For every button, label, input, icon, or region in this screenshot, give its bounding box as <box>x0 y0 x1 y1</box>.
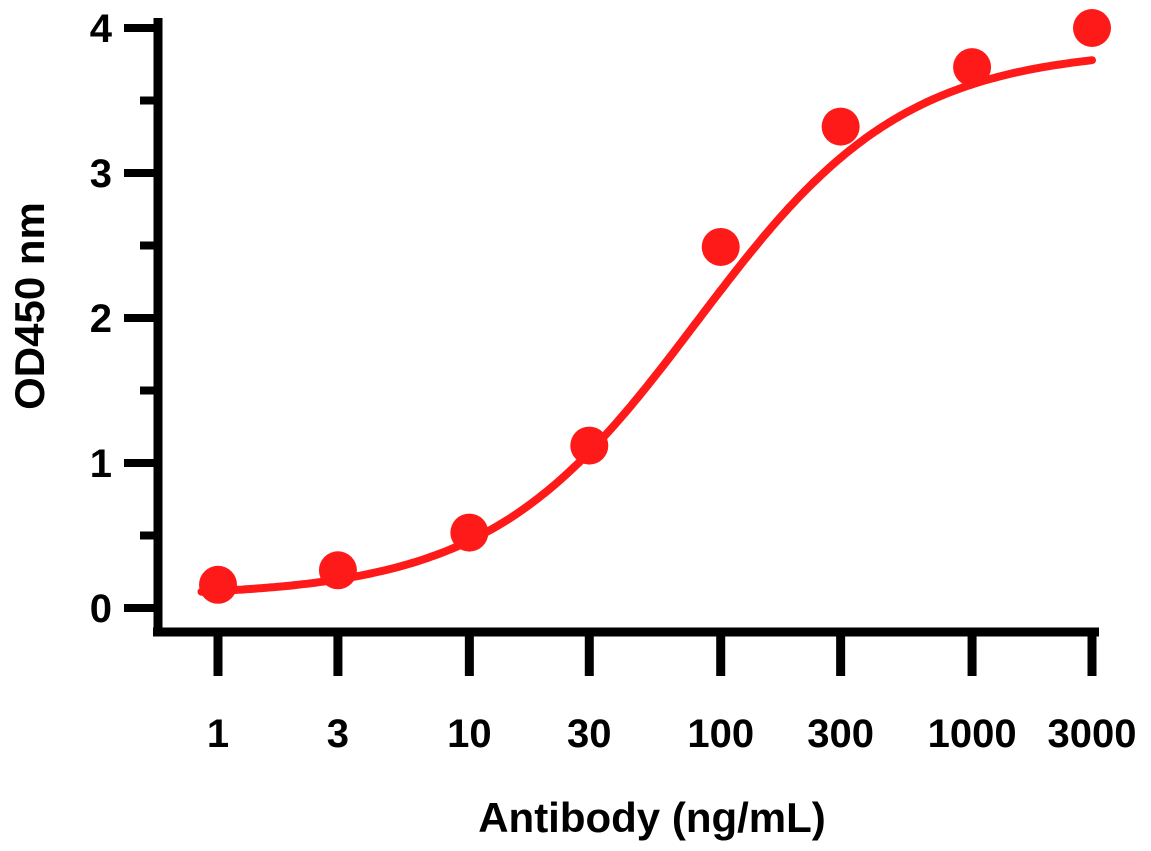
y-axis-ticks: 0 1 2 3 4 <box>90 7 158 631</box>
y-tick-label: 1 <box>90 442 112 486</box>
x-tick-label: 1 <box>207 712 229 756</box>
data-point <box>570 426 609 465</box>
axes <box>153 18 1099 637</box>
y-tick-label: 4 <box>90 7 113 51</box>
fit-curve-layer <box>197 56 1096 596</box>
x-tick-label: 300 <box>807 712 874 756</box>
x-tick-label: 3000 <box>1048 712 1137 756</box>
data-point <box>199 565 237 604</box>
fit-curve <box>197 56 1096 596</box>
y-axis-title: OD450 nm <box>6 202 53 410</box>
data-point <box>318 551 357 590</box>
x-axis-ticks: 1 3 10 30 100 300 1000 3000 <box>207 632 1137 756</box>
y-tick-label: 3 <box>90 152 112 196</box>
x-tick-label: 30 <box>567 712 612 756</box>
y-tick-label: 2 <box>90 297 112 341</box>
data-point <box>1073 9 1111 47</box>
data-point <box>450 513 489 552</box>
x-tick-label: 10 <box>447 712 492 756</box>
data-point <box>953 48 992 87</box>
x-axis-title: Antibody (ng/mL) <box>478 794 826 841</box>
x-tick-label: 3 <box>327 712 349 756</box>
x-tick-label: 100 <box>687 712 754 756</box>
data-point <box>821 107 860 146</box>
y-tick-label: 0 <box>90 587 112 631</box>
x-tick-label: 1000 <box>928 712 1017 756</box>
data-points <box>199 9 1111 604</box>
data-point <box>701 227 740 266</box>
